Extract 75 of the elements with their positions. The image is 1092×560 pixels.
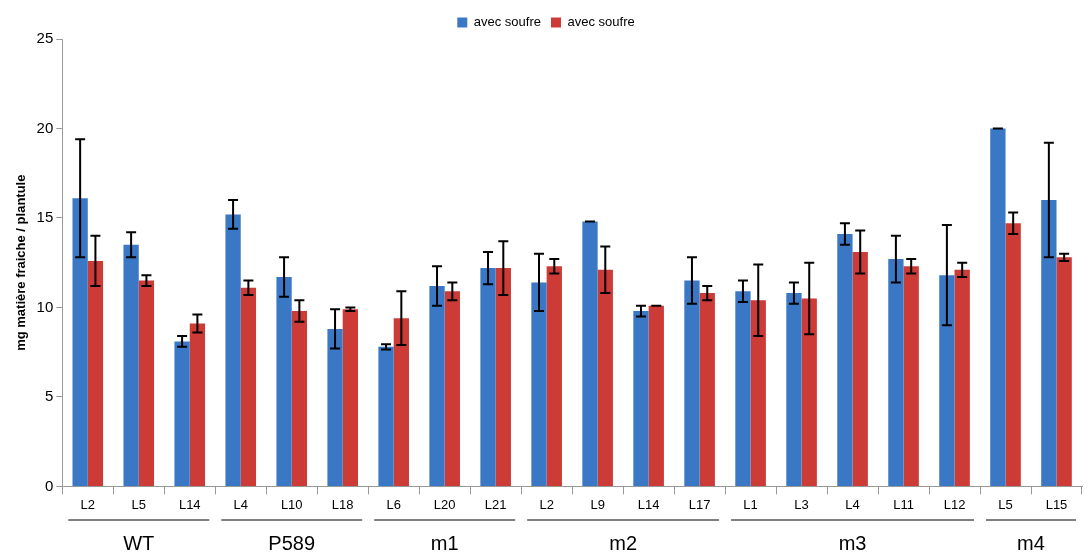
bar xyxy=(429,285,445,486)
legend-label: avec soufre xyxy=(567,14,635,30)
text: m4 xyxy=(1017,531,1045,554)
x-tick-label: L2 xyxy=(80,496,96,512)
x-tick-label: L1 xyxy=(743,496,758,512)
y-axis-title: mg matière fraiche / plantule xyxy=(13,174,29,351)
x-tick-label: L4 xyxy=(845,496,860,512)
x-tick-label: L18 xyxy=(331,496,354,512)
bar xyxy=(750,300,766,486)
bar xyxy=(123,244,139,486)
bar xyxy=(648,305,664,486)
text: WT xyxy=(123,531,155,554)
x-tick-label: L4 xyxy=(233,496,248,512)
x-tick-label: L20 xyxy=(433,496,456,512)
bar xyxy=(582,221,598,486)
x-tick-label: L5 xyxy=(998,496,1013,512)
text: m2 xyxy=(609,531,638,554)
y-tick-label: 15 xyxy=(36,208,54,226)
bar xyxy=(1056,257,1072,486)
y-tick-label: 20 xyxy=(36,118,54,136)
bar xyxy=(174,341,190,486)
bar xyxy=(327,328,343,486)
y-tick-label: 5 xyxy=(44,387,54,405)
bar xyxy=(87,260,104,486)
x-tick-label: L17 xyxy=(688,496,711,512)
bar xyxy=(72,198,88,486)
y-tick-label: 10 xyxy=(36,297,54,315)
bar xyxy=(1041,200,1057,486)
bar xyxy=(1005,223,1021,486)
x-tick-label: L5 xyxy=(131,496,146,512)
bar xyxy=(240,287,257,486)
bar xyxy=(393,318,409,486)
legend-label: avec soufre xyxy=(473,14,541,30)
bar xyxy=(633,311,649,486)
bar xyxy=(189,323,206,486)
bar xyxy=(786,293,802,486)
bar xyxy=(342,309,358,486)
x-tick-label: L10 xyxy=(280,496,303,512)
bar xyxy=(291,311,308,486)
bar xyxy=(546,266,562,486)
bar xyxy=(954,269,970,486)
bar xyxy=(939,275,955,486)
bar xyxy=(903,266,919,486)
bar xyxy=(888,259,904,486)
bar xyxy=(837,234,853,486)
x-tick-label: L11 xyxy=(893,496,914,512)
y-tick-label: 0 xyxy=(44,476,54,494)
bar xyxy=(852,251,868,486)
x-tick-label: L15 xyxy=(1045,496,1068,512)
bar xyxy=(801,298,817,486)
x-tick-label: L3 xyxy=(794,496,809,512)
x-tick-label: L2 xyxy=(539,496,554,512)
bar xyxy=(276,277,292,486)
bar xyxy=(378,346,394,486)
bar xyxy=(735,291,751,486)
y-tick-label: 25 xyxy=(36,29,54,47)
bar xyxy=(597,269,613,486)
text: m3 xyxy=(838,531,867,554)
x-tick-label: L14 xyxy=(637,496,660,512)
bar xyxy=(138,280,155,486)
x-tick-label: L9 xyxy=(590,496,605,512)
bar xyxy=(990,128,1006,486)
bar xyxy=(444,291,460,486)
text: P589 xyxy=(268,531,316,554)
x-tick-label: L6 xyxy=(386,496,401,512)
bar xyxy=(699,293,715,486)
bar xyxy=(495,268,511,486)
text: m1 xyxy=(430,531,459,554)
x-tick-label: L12 xyxy=(943,496,966,512)
bar xyxy=(684,280,700,486)
bar xyxy=(480,268,496,486)
bar xyxy=(531,282,547,486)
x-tick-label: L14 xyxy=(178,496,201,512)
x-tick-label: L21 xyxy=(484,496,507,512)
bar xyxy=(225,214,241,486)
